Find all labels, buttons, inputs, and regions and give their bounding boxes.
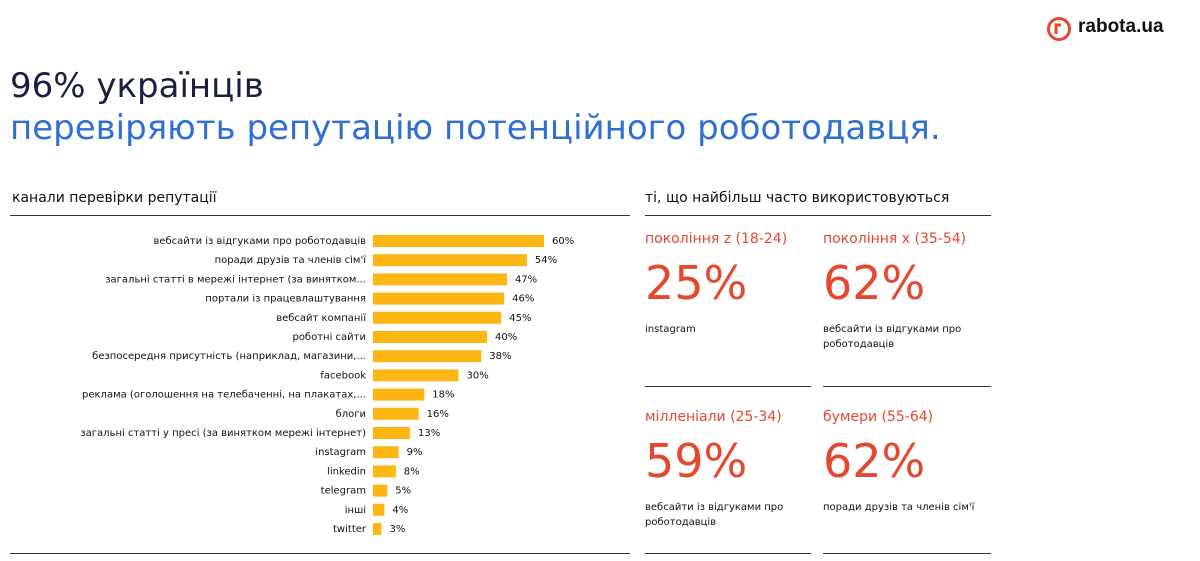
value-label: 8% — [404, 466, 420, 477]
panel-stat: 59% — [645, 434, 748, 488]
value-label: 4% — [392, 505, 408, 516]
bar — [373, 388, 425, 401]
panel-label: бумери (55-64) — [823, 409, 934, 425]
value-label: 47% — [515, 274, 537, 285]
bar — [373, 292, 505, 305]
logo-icon — [1047, 17, 1071, 41]
rule — [823, 386, 991, 387]
rule — [10, 553, 630, 554]
category-label: загальні статті у пресі (за винятком мер… — [80, 427, 366, 439]
value-label: 13% — [418, 428, 440, 439]
bar — [373, 484, 388, 497]
chart: вебсайти із відгуками про роботодавців 60… — [80, 235, 574, 535]
category-label: twitter — [333, 524, 367, 535]
category-label: безпосередня присутність (наприклад, маг… — [92, 350, 366, 362]
bar — [373, 427, 411, 439]
panels-title: ті, що найбільш часто використовуються — [645, 190, 950, 206]
category-label: вебсайт компанії — [276, 312, 366, 324]
category-label: роботні сайти — [292, 331, 366, 343]
category-label: facebook — [320, 370, 366, 381]
category-label: вебсайти із відгуками про роботодавців — [153, 235, 366, 247]
panel-description: поради друзів та членів сім'ї — [823, 502, 975, 513]
rule — [645, 215, 991, 216]
rule — [823, 553, 991, 554]
value-label: 5% — [395, 486, 411, 497]
panel-label: покоління x (35-54) — [823, 231, 967, 247]
panel-stat: 25% — [645, 256, 748, 310]
bar — [373, 369, 459, 382]
panel-label: покоління z (18-24) — [645, 231, 788, 247]
value-label: 30% — [467, 370, 489, 381]
bar — [373, 407, 419, 420]
category-label: загальні статті в мережі інтернет (за ви… — [105, 273, 366, 285]
value-label: 46% — [512, 294, 534, 305]
bar — [373, 311, 502, 324]
category-label: поради друзів та членів сім'ї — [215, 254, 367, 266]
bar — [373, 254, 527, 267]
value-label: 16% — [427, 409, 449, 420]
bar — [373, 350, 482, 363]
rule — [645, 553, 811, 554]
value-label: 54% — [535, 255, 557, 266]
bar — [373, 503, 385, 516]
value-label: 45% — [509, 313, 531, 324]
value-label: 9% — [407, 447, 423, 458]
chart-title: канали перевірки репутації — [12, 190, 217, 206]
subtitle: перевіряють репутацію потенційного робот… — [10, 108, 941, 148]
category-label: блоги — [336, 409, 366, 420]
bar — [373, 446, 399, 459]
title: 96% українців — [10, 66, 264, 106]
category-label: instagram — [315, 447, 366, 458]
bar — [373, 235, 544, 247]
rule — [10, 215, 630, 216]
bar — [373, 331, 487, 343]
panel-label: мілленіали (25-34) — [645, 409, 782, 425]
category-label: linkedin — [327, 466, 366, 477]
value-label: 40% — [495, 332, 517, 343]
logo-text: rabota.ua — [1078, 16, 1164, 37]
category-label: інші — [345, 504, 366, 516]
value-label: 60% — [552, 236, 574, 247]
category-label: реклама (оголошення на телебаченні, на п… — [82, 389, 366, 401]
panel-stat: 62% — [823, 434, 926, 488]
category-label: telegram — [321, 486, 366, 497]
panel-description: вебсайти із відгуками про роботодавців — [645, 502, 784, 528]
value-label: 38% — [489, 351, 511, 362]
bar — [373, 273, 507, 286]
panel-description: вебсайти із відгуками про роботодавців — [823, 324, 962, 350]
value-label: 18% — [432, 390, 454, 401]
bar — [373, 465, 396, 478]
bar — [373, 523, 382, 535]
category-label: портали із працевлаштування — [205, 293, 366, 305]
panel-description: instagram — [645, 324, 696, 335]
value-label: 3% — [390, 524, 406, 535]
rule — [645, 386, 811, 387]
panel-stat: 62% — [823, 256, 926, 310]
